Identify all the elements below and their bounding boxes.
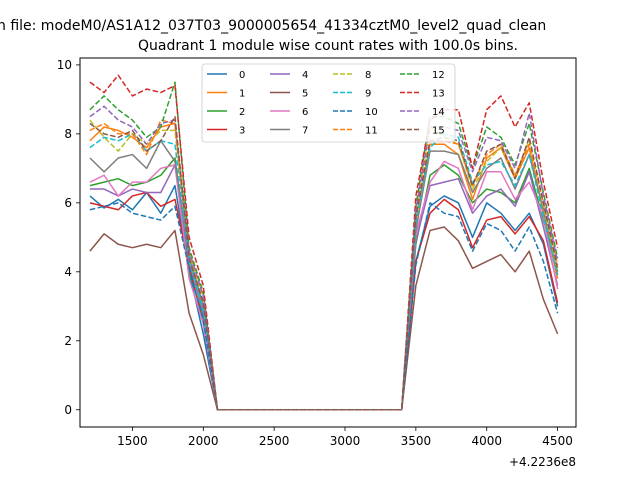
plot-series-group — [89, 74, 559, 411]
chart-title: Quadrant 1 module wise count rates with … — [138, 38, 518, 54]
legend-label-0: 0 — [239, 70, 245, 81]
legend-label-14: 14 — [432, 107, 445, 118]
series-line-8 — [89, 119, 559, 411]
series-line-6 — [89, 160, 559, 411]
series-line-15 — [89, 115, 559, 411]
legend-label-12: 12 — [432, 70, 445, 81]
x-tick-label: 2500 — [259, 434, 290, 448]
series-line-11 — [89, 119, 559, 411]
axes-frame — [79, 57, 577, 428]
y-tick-label: 6 — [64, 196, 72, 210]
y-tick-label: 10 — [57, 58, 72, 72]
series-line-7 — [89, 140, 559, 411]
legend-label-3: 3 — [239, 126, 245, 137]
legend-label-10: 10 — [365, 107, 378, 118]
series-line-14 — [89, 105, 559, 411]
y-tick-label: 4 — [64, 265, 72, 279]
legend-label-13: 13 — [432, 89, 445, 100]
legend-label-2: 2 — [239, 107, 245, 118]
legend-label-9: 9 — [365, 89, 371, 100]
series-line-5 — [89, 226, 559, 411]
legend-label-4: 4 — [302, 70, 308, 81]
x-tick-label: 3500 — [401, 434, 432, 448]
y-tick-label: 8 — [64, 127, 72, 141]
legend-label-11: 11 — [365, 126, 378, 137]
x-tick-label: 4000 — [471, 434, 502, 448]
legend-label-6: 6 — [302, 107, 308, 118]
x-tick-label: 4500 — [542, 434, 573, 448]
x-tick-label: 2000 — [188, 434, 219, 448]
y-tick-label: 0 — [64, 403, 72, 417]
legend-label-8: 8 — [365, 70, 371, 81]
x-tick-label: 1500 — [117, 434, 148, 448]
legend-frame — [201, 63, 456, 143]
series-line-13 — [89, 74, 559, 411]
series-line-3 — [89, 191, 559, 411]
legend-label-7: 7 — [302, 126, 308, 137]
legend-label-5: 5 — [302, 89, 308, 100]
y-tick-label: 2 — [64, 334, 72, 348]
x-offset-text: +4.2236e8 — [509, 455, 576, 469]
legend-label-1: 1 — [239, 89, 245, 100]
y-axis: 0 2 4 6 8 10 — [57, 58, 80, 417]
figure-suptitle: n file: modeM0/AS1A12_037T03_9000005654_… — [0, 18, 546, 34]
series-line-4 — [89, 164, 559, 411]
x-axis: 1500 2000 2500 3000 3500 4000 4500 — [117, 427, 573, 448]
series-line-10 — [89, 202, 559, 411]
x-tick-label: 3000 — [330, 434, 361, 448]
legend-label-15: 15 — [432, 126, 445, 137]
series-line-1 — [89, 122, 559, 411]
